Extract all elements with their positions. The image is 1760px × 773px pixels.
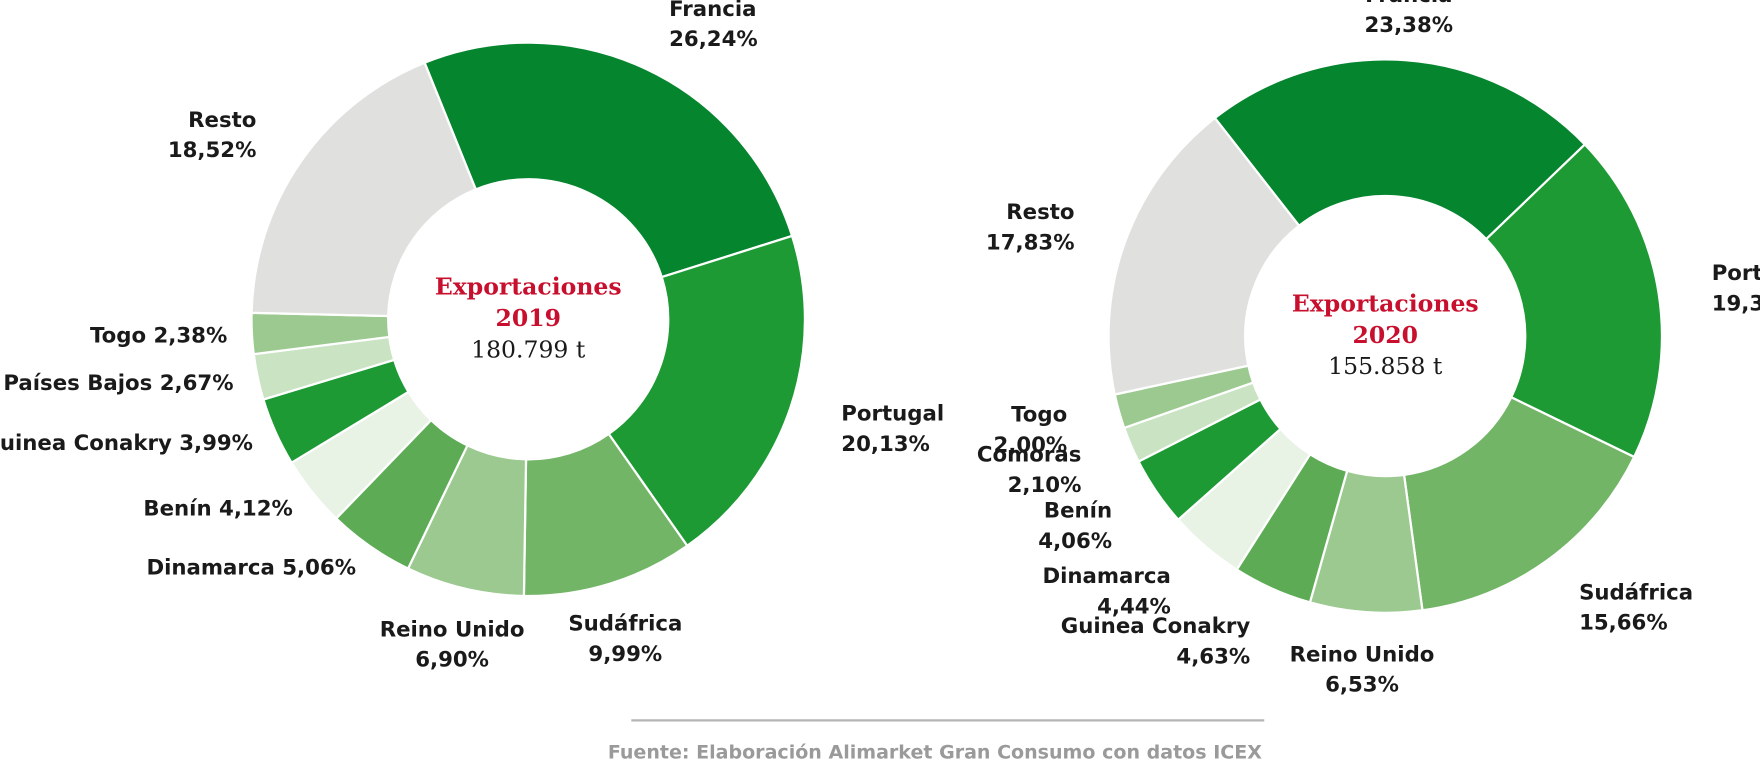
center-title: Exportaciones xyxy=(435,273,622,301)
slice-label: Resto 18,52% xyxy=(168,108,257,163)
value-label: 23,38% xyxy=(1364,13,1453,38)
category-name: Resto xyxy=(1006,200,1074,225)
slice-label: Togo 2,00% xyxy=(993,403,1067,458)
slice-label: Reino Unido 6,53% xyxy=(1290,642,1435,697)
slice-label: Guinea Conakry 4,63% xyxy=(1061,614,1251,669)
slice-label: Comoras 2,10% xyxy=(977,443,1081,498)
value-label: 4,44% xyxy=(1097,594,1171,619)
category-name: Reino Unido xyxy=(1290,642,1435,667)
slice xyxy=(1107,116,1301,396)
slice xyxy=(607,234,807,548)
category-name: Sudáfrica xyxy=(1579,580,1693,605)
slice-label: Guinea Conakry 3,99% xyxy=(0,431,253,456)
slice xyxy=(1213,58,1587,241)
slice-label: Resto 17,83% xyxy=(986,200,1075,255)
slice-label: Portugal 19,37% xyxy=(1712,261,1760,316)
value-label: 4,12% xyxy=(219,496,293,521)
center-total: 180.799 t xyxy=(471,335,586,363)
value-label: 2,38% xyxy=(153,324,227,349)
category-name: Benín xyxy=(1044,499,1112,524)
category-name: Francia xyxy=(669,0,756,22)
category-name: Portugal xyxy=(1712,261,1760,286)
value-label: 6,53% xyxy=(1325,673,1399,698)
slice xyxy=(250,61,478,318)
category-name: Portugal xyxy=(841,402,944,427)
value-label: 19,37% xyxy=(1712,291,1760,316)
slice xyxy=(1484,142,1664,459)
value-label: 9,99% xyxy=(588,642,662,667)
slice-label: Portugal 20,13% xyxy=(841,402,944,457)
slice xyxy=(423,41,794,279)
value-label: 3,99% xyxy=(179,431,253,456)
category-name: Reino Unido xyxy=(380,617,525,642)
slice-label: Sudáfrica 9,99% xyxy=(568,612,682,667)
value-label: 2,10% xyxy=(1008,473,1082,498)
value-label: 6,90% xyxy=(415,648,489,673)
slice-label: Dinamarca 4,44% xyxy=(1042,564,1170,619)
slice-label: Sudáfrica 15,66% xyxy=(1579,580,1693,635)
slice-label: Francia 23,38% xyxy=(1364,0,1453,38)
center-title: 2020 xyxy=(1353,321,1418,349)
category-name: Países Bajos xyxy=(3,371,152,396)
center-total: 155.858 t xyxy=(1328,352,1443,380)
center-title: Exportaciones xyxy=(1292,289,1479,317)
category-name: Dinamarca xyxy=(146,555,274,580)
value-label: 18,52% xyxy=(168,138,257,163)
value-label: 2,67% xyxy=(160,371,234,396)
value-label: 4,06% xyxy=(1038,529,1112,554)
category-name: Dinamarca xyxy=(1042,564,1170,589)
category-name: Guinea Conakry xyxy=(0,431,172,456)
value-label: 26,24% xyxy=(669,27,758,52)
slice-label: Países Bajos 2,67% xyxy=(3,371,233,396)
value-label: 4,63% xyxy=(1176,644,1250,669)
value-label: 5,06% xyxy=(282,555,356,580)
slice-label: Dinamarca 5,06% xyxy=(146,555,356,580)
slice-label: Reino Unido 6,90% xyxy=(380,617,525,672)
value-label: 20,13% xyxy=(841,432,930,457)
source: Fuente: Elaboración Alimarket Gran Consu… xyxy=(608,741,1262,763)
category-name: Guinea Conakry xyxy=(1061,614,1251,639)
category-name: Sudáfrica xyxy=(568,612,682,637)
slice-label: Togo 2,38% xyxy=(90,324,227,349)
slice xyxy=(1402,395,1636,612)
slice-label: Benín 4,12% xyxy=(143,496,292,521)
value-label: 15,66% xyxy=(1579,611,1668,636)
category-name: Comoras xyxy=(977,443,1081,468)
category-name: Togo xyxy=(1011,403,1067,428)
value-label: 17,83% xyxy=(986,230,1075,255)
category-name: Benín xyxy=(143,496,211,521)
center-title: 2019 xyxy=(496,304,561,332)
slice-label: Benín 4,06% xyxy=(1038,499,1112,554)
category-name: Francia xyxy=(1365,0,1452,8)
category-name: Togo xyxy=(90,324,146,349)
slice-label: Francia 26,24% xyxy=(669,0,758,52)
value-label: 2,00% xyxy=(993,433,1067,458)
category-name: Resto xyxy=(188,108,256,133)
